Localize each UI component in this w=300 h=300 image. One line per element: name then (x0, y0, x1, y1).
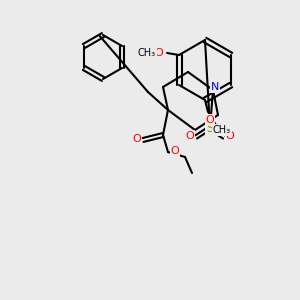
Text: CH₃: CH₃ (213, 125, 231, 135)
Text: S: S (206, 122, 214, 134)
Text: O: O (226, 131, 234, 141)
Text: N: N (211, 82, 219, 92)
Text: O: O (206, 115, 214, 125)
Text: O: O (171, 146, 179, 156)
Text: CH₃: CH₃ (138, 48, 156, 58)
Text: O: O (154, 48, 164, 58)
Text: O: O (133, 134, 141, 144)
Text: O: O (186, 131, 194, 141)
